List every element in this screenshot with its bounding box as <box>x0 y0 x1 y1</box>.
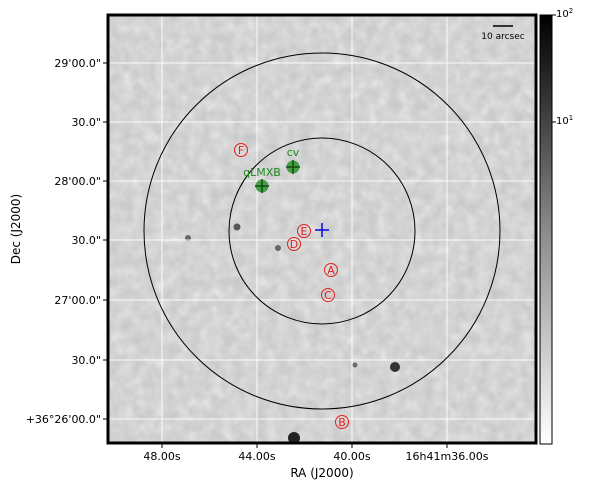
source-D: D <box>287 237 301 251</box>
y-tick-label: 29'00.0" <box>54 57 101 70</box>
source-label: E <box>301 225 308 238</box>
source-label: A <box>327 264 335 277</box>
source-label: qLMXB <box>243 166 281 179</box>
y-tick-label: 30.0" <box>71 116 101 129</box>
x-tick-label: 40.00s <box>333 450 370 463</box>
y-tick-labels: +36°26'00.0" 30.0" 27'00.0" 30.0" 28'00.… <box>26 57 101 426</box>
dark-source <box>352 362 358 368</box>
red-sources: F E D A C B <box>234 143 349 429</box>
y-tick-label: 30.0" <box>71 234 101 247</box>
x-tick-label: 48.00s <box>143 450 180 463</box>
source-cv: cv <box>286 146 300 174</box>
source-label: F <box>238 144 244 157</box>
source-label: C <box>324 289 332 302</box>
outer-circle <box>143 52 501 410</box>
y-tick-label: 27'00.0" <box>54 294 101 307</box>
grid <box>108 15 536 443</box>
colorbar: 102 101 <box>539 7 573 445</box>
y-tick-label: 30.0" <box>71 354 101 367</box>
x-tick-label: 44.00s <box>238 450 275 463</box>
x-tick-labels: 48.00s 44.00s 40.00s 16h41m36.00s <box>143 450 488 463</box>
scale-bar: 10 arcsec <box>481 25 525 42</box>
source-qlmxb: qLMXB <box>243 166 281 193</box>
x-axis-label: RA (J2000) <box>290 466 353 480</box>
y-tick-label: +36°26'00.0" <box>26 413 101 426</box>
source-label: cv <box>287 146 300 159</box>
colorbar-tick-label: 101 <box>556 114 573 127</box>
dark-source <box>390 362 400 372</box>
source-label: D <box>290 238 298 251</box>
x-ticks <box>161 443 448 448</box>
colorbar-tick-label: 102 <box>556 7 573 20</box>
y-axis-label: Dec (J2000) <box>9 194 23 264</box>
source-B: B <box>335 415 349 429</box>
y-ticks <box>103 62 108 420</box>
scale-bar-label: 10 arcsec <box>481 32 525 42</box>
y-tick-label: 28'00.0" <box>54 175 101 188</box>
inner-circle <box>228 137 416 325</box>
dark-source <box>275 245 281 251</box>
plot-frame <box>106 13 538 445</box>
source-F: F <box>234 143 248 157</box>
source-C: C <box>321 288 335 302</box>
x-tick-label: 16h41m36.00s <box>406 450 489 463</box>
dark-source <box>288 432 300 443</box>
source-E: E <box>297 224 311 238</box>
dark-source <box>233 223 241 231</box>
source-label: B <box>338 416 346 429</box>
source-A: A <box>324 263 338 277</box>
center-marker <box>315 223 329 237</box>
green-sources: cv qLMXB <box>243 146 300 193</box>
